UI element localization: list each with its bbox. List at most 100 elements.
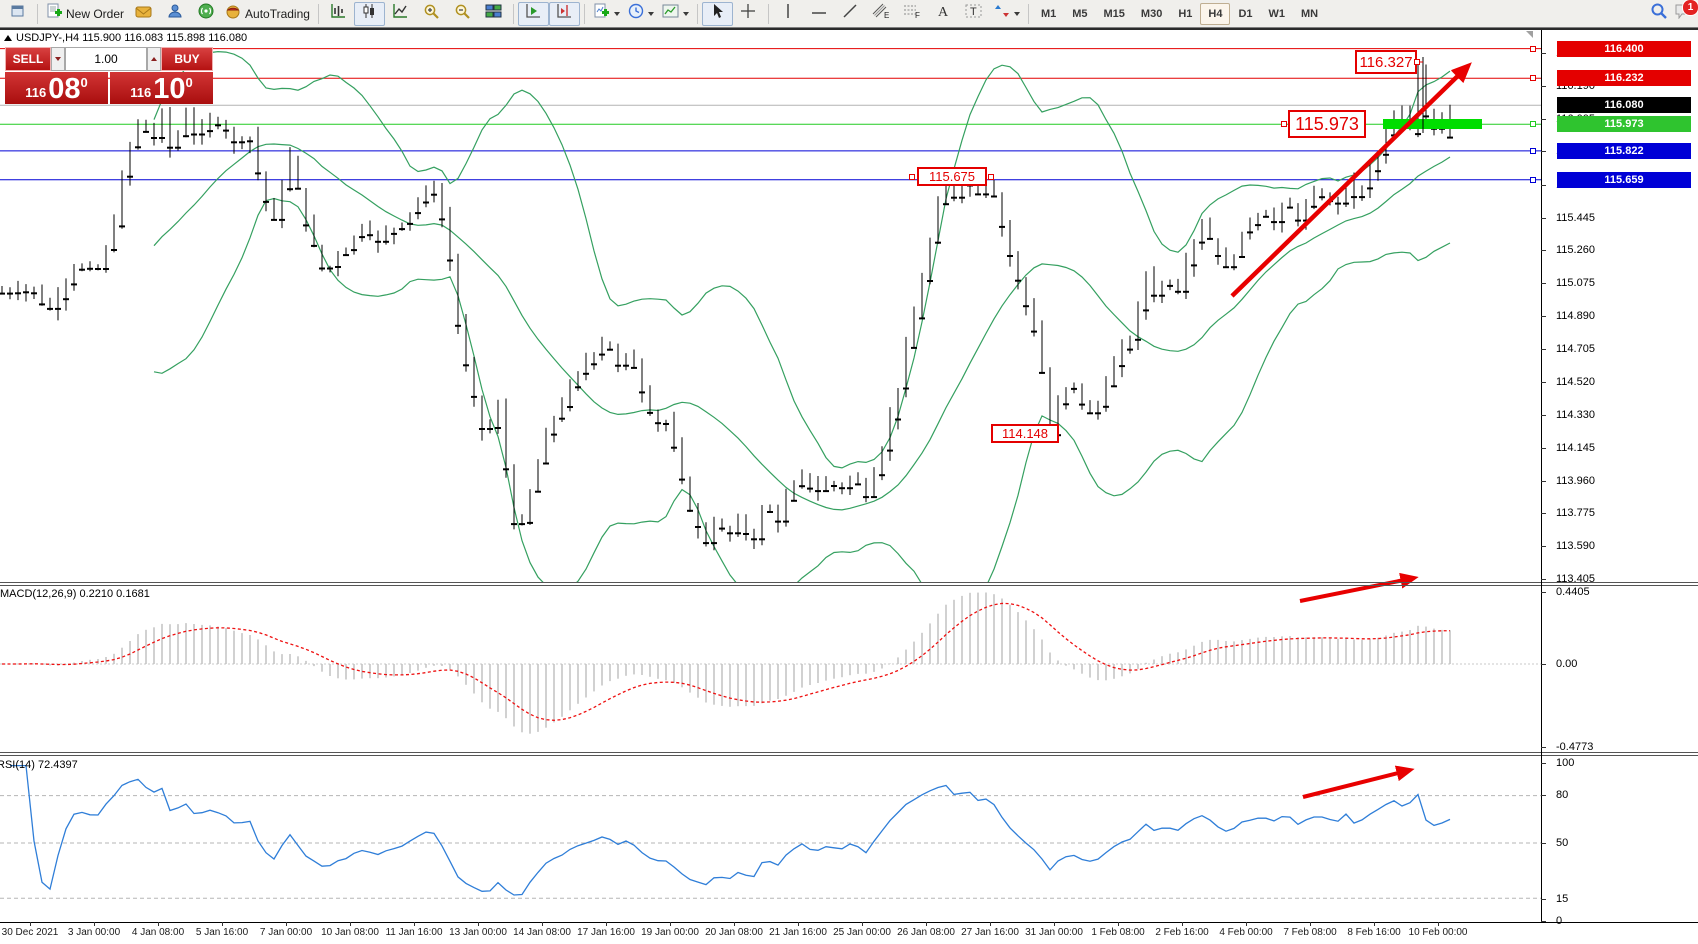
svg-text:F: F xyxy=(915,11,920,19)
vertical-line-button[interactable] xyxy=(773,2,804,26)
text-label-icon: T xyxy=(965,3,983,24)
bar-chart-button[interactable] xyxy=(323,2,354,26)
level-marker xyxy=(1530,177,1536,183)
price-tick-mark xyxy=(1541,119,1546,120)
toolbar-separator xyxy=(1027,3,1029,24)
caret-up-icon xyxy=(151,57,157,61)
zoom-out-icon xyxy=(454,3,471,25)
fibonacci-button[interactable]: F xyxy=(897,2,928,26)
zoom-out-button[interactable] xyxy=(447,2,478,26)
text-label-button[interactable]: T xyxy=(959,2,990,26)
timeframe-m1-button[interactable]: M1 xyxy=(1040,7,1057,20)
window-button[interactable] xyxy=(2,2,33,26)
macd-divider2 xyxy=(0,585,1698,586)
timeframe-h4-button[interactable]: H4 xyxy=(1200,2,1231,25)
chart-icon xyxy=(4,35,12,41)
price-badge: 116.080 xyxy=(1557,97,1691,113)
price-badge: 115.659 xyxy=(1557,172,1691,188)
price-badge: 116.400 xyxy=(1557,41,1691,57)
templates-button[interactable] xyxy=(658,2,693,26)
macd-tick: 0.4405 xyxy=(1556,586,1590,598)
chart-shift-button[interactable] xyxy=(548,1,580,26)
time-tick-mark xyxy=(158,922,159,926)
rsi-divider2 xyxy=(0,755,1698,756)
profile-button[interactable] xyxy=(159,2,190,26)
line-chart-button[interactable] xyxy=(385,2,416,26)
timeframe-m15-button[interactable]: M15 xyxy=(1103,7,1125,20)
price-annotation-high-label[interactable]: 116.327 xyxy=(1355,50,1417,74)
volume-input[interactable]: 1.00 xyxy=(65,47,147,71)
zoom-in-button[interactable] xyxy=(416,2,447,26)
horizontal-line-button[interactable] xyxy=(804,2,835,26)
buy-price-big: 10 xyxy=(153,73,186,105)
rsi-tick: 0 xyxy=(1556,915,1563,927)
trendline-button[interactable] xyxy=(835,2,866,26)
macd-divider[interactable] xyxy=(0,582,1698,583)
trendline-icon xyxy=(842,3,858,24)
new-order-button[interactable]: New Order xyxy=(42,2,128,26)
price-tick-mark xyxy=(1541,283,1546,284)
fibonacci-icon: F xyxy=(903,3,921,24)
channel-button[interactable]: E xyxy=(866,2,897,26)
rsi-tick-mark xyxy=(1541,795,1546,796)
time-label: 1 Feb 08:00 xyxy=(1091,927,1145,938)
rsi-tick: 80 xyxy=(1556,789,1569,801)
rsi-tick-mark xyxy=(1541,921,1546,922)
toolbar-separator xyxy=(317,3,319,24)
buy-price-display[interactable]: 116 10 0 xyxy=(110,72,213,104)
periods-button[interactable] xyxy=(624,2,658,26)
cursor-button[interactable] xyxy=(701,1,733,26)
price-annotation-low-label[interactable]: 114.148 xyxy=(991,424,1059,443)
time-tick-mark xyxy=(1118,922,1119,926)
time-tick-mark xyxy=(862,922,863,926)
sell-price-display[interactable]: 116 08 0 xyxy=(5,72,108,104)
toolbar-right: 1 xyxy=(1650,0,1698,25)
price-annotation-resistance-label[interactable]: 115.973 xyxy=(1288,110,1366,138)
timeframe-h1-button[interactable]: H1 xyxy=(1178,7,1193,20)
time-label: 7 Feb 08:00 xyxy=(1283,927,1337,938)
volume-down-button[interactable] xyxy=(51,47,65,71)
volume-up-button[interactable] xyxy=(147,47,161,71)
notifications-button[interactable]: 1 xyxy=(1674,0,1698,24)
price-annotation-support-label[interactable]: 115.675 xyxy=(917,167,987,186)
candlestick-button[interactable] xyxy=(353,1,385,26)
price-badge: 115.822 xyxy=(1557,143,1691,159)
annotation-connector xyxy=(988,174,994,180)
arrows-button[interactable] xyxy=(990,2,1024,26)
search-icon[interactable] xyxy=(1650,2,1668,25)
toolbar-separator xyxy=(696,3,698,24)
timeframe-d1-button[interactable]: D1 xyxy=(1238,7,1253,20)
auto-scroll-button[interactable] xyxy=(517,1,549,26)
timeframe-w1-button[interactable]: W1 xyxy=(1268,7,1286,20)
indicators-icon xyxy=(593,3,610,25)
news-button[interactable] xyxy=(190,2,221,26)
tile-windows-button[interactable] xyxy=(478,2,509,26)
vertical-line-icon xyxy=(783,3,793,24)
annotation-connector xyxy=(1414,59,1420,65)
timeframe-mn-button[interactable]: MN xyxy=(1301,7,1319,20)
price-tick-mark xyxy=(1541,448,1546,449)
text-button[interactable]: A xyxy=(928,2,959,26)
time-tick-mark xyxy=(670,922,671,926)
time-tick-mark xyxy=(926,922,927,926)
buy-button[interactable]: BUY xyxy=(161,47,213,71)
trend-arrow xyxy=(1302,765,1415,799)
autotrading-button[interactable]: AutoTrading xyxy=(221,2,314,26)
toolbar-separator xyxy=(767,3,769,24)
time-tick-mark xyxy=(1246,922,1247,926)
indicators-button[interactable] xyxy=(589,2,624,26)
time-tick-mark xyxy=(414,922,415,926)
crosshair-button[interactable] xyxy=(733,2,764,26)
main-chart-pane xyxy=(0,48,1541,582)
rsi-divider[interactable] xyxy=(0,752,1698,753)
timeframe-m30-button[interactable]: M30 xyxy=(1140,7,1163,20)
cursor-icon xyxy=(710,3,724,24)
time-label: 25 Jan 00:00 xyxy=(833,927,891,938)
macd-tick-mark xyxy=(1541,664,1546,665)
svg-text:T: T xyxy=(970,6,977,18)
mail-button[interactable] xyxy=(128,2,159,26)
price-tick-mark xyxy=(1541,316,1546,317)
sell-button[interactable]: SELL xyxy=(5,47,51,71)
timeframe-m5-button[interactable]: M5 xyxy=(1072,7,1088,20)
